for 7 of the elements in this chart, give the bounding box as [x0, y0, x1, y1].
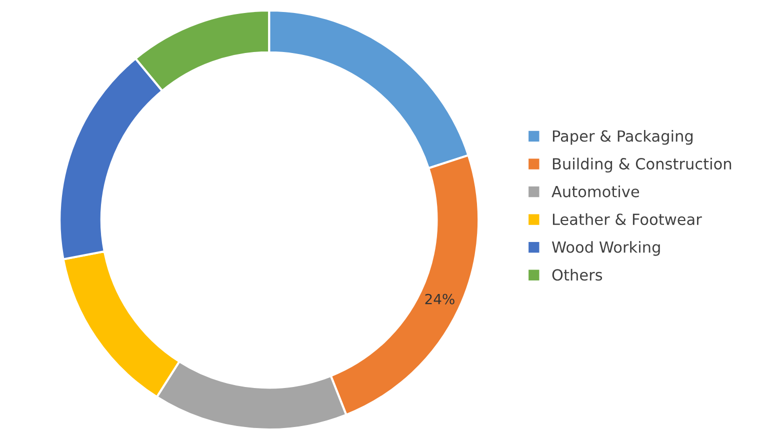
legend-label: Building & Construction — [552, 158, 732, 173]
legend-label: Paper & Packaging — [552, 130, 693, 145]
legend-label: Leather & Footwear — [552, 213, 702, 226]
data-label: 24% — [425, 294, 454, 304]
legend-label: Others — [552, 268, 602, 281]
legend-label: Automotive — [552, 186, 640, 198]
legend-label: Wood Working — [552, 241, 660, 256]
